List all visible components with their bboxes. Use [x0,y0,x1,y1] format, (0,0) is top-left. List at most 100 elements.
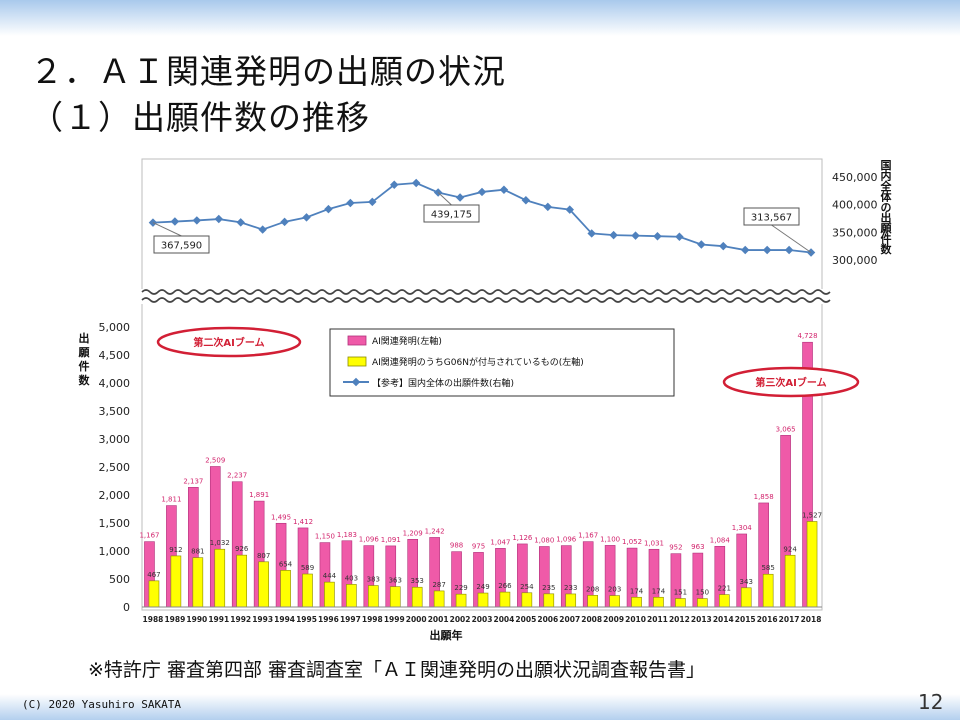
x-tick-label: 1999 [384,615,405,624]
x-tick-label: 2006 [537,615,558,624]
line-point [477,187,487,197]
annotation-text: 439,175 [431,210,472,221]
legend-line-marker [351,377,361,387]
y-tick-label: 0 [123,601,130,614]
bar-g06n [499,591,511,608]
legend-swatch-g06n [347,356,367,367]
bar-g06n-value-label: 174 [630,587,644,595]
y-right-axis-title-char: 全 [880,179,893,193]
bar-g06n-value-label: 1,527 [802,511,822,519]
bar-g06n [302,573,313,608]
annotation-box [153,235,210,254]
bar-ai-value-label: 1,084 [710,536,731,544]
bar-ai-value-label: 952 [669,544,682,552]
bar-ai-value-label: 988 [450,542,463,550]
annotation-leader [437,192,452,206]
bar-ai-value-label: 2,137 [183,477,203,485]
bar-ai-value-label: 1,150 [315,533,335,541]
bar-g06n-value-label: 654 [279,560,293,568]
x-tick-label: 2000 [406,615,427,624]
bar-g06n [368,585,379,608]
bar-ai-value-label: 1,412 [293,518,313,526]
bar-ai-value-label: 1,100 [600,535,620,543]
axis-ticks: 0 500 1,000 1,500 2,000 2,500 3,000 3,500 4,000 4… [79,159,893,624]
bottom-gradient-band [0,694,960,720]
bar-g06n-value-label: 229 [454,584,467,592]
callout-second-boom: 第二次AIブーム [156,326,302,358]
y-axis-title-char: 願 [79,346,91,359]
y-right-tick-label: 300,000 [832,254,878,267]
bar-g06n [587,595,598,608]
annotation-text: 313,567 [751,213,792,224]
line-point [368,197,377,207]
bar-ai-value-label: 1,047 [490,538,510,546]
bar-g06n-value-label: 151 [674,589,687,597]
x-tick-label: 2004 [493,615,514,624]
bar-g06n [346,584,357,608]
patent-application-chart: 1,167 467 1,811 912 2,137 881 2,509 1,032 2,237 9… [79,158,893,642]
x-tick-label: 1990 [186,615,207,624]
x-tick-label: 1989 [164,615,185,624]
third-boom-ellipse [722,366,860,398]
x-tick-label: 1995 [296,615,317,624]
line-point [346,198,355,208]
source-note: ※特許庁 審査第四部 審査調査室「ＡＩ関連発明の出願状況調査報告書」 [88,659,706,681]
bar-g06n [740,587,752,608]
line-point [192,216,202,225]
x-tick-label: 2003 [472,615,493,624]
y-right-tick-label: 400,000 [832,199,878,212]
x-axis-title: 出願年 [430,628,463,642]
break-wave-bottom [141,297,831,303]
bar-g06n [631,596,642,608]
bar-g06n [806,521,818,608]
line-series: 367,590 439,175 313,567 [148,178,816,257]
y-right-axis-title-char: 国 [881,159,892,172]
bar-g06n [718,594,730,608]
bar-g06n [148,580,160,608]
bar-g06n-value-label: 924 [783,545,797,553]
bar-ai-value-label: 1,096 [556,536,577,544]
line-point [499,185,509,194]
x-tick-label: 1996 [318,615,339,624]
bar-g06n [192,557,204,608]
upper-plot-frame [141,158,823,294]
bar-g06n-value-label: 403 [345,574,358,582]
annotation-text: 367,590 [161,241,202,252]
x-tick-label: 1994 [274,615,295,624]
bar-g06n [521,592,533,608]
line-point [258,225,267,234]
bar-g06n-value-label: 926 [235,545,249,553]
y-tick-label: 3,500 [99,405,131,418]
bar-g06n [324,581,335,608]
bar-g06n [236,554,248,608]
y-right-axis-title-char: 出 [881,211,892,225]
y-right-axis-title-char: 内 [881,169,892,183]
bar-g06n-value-label: 203 [608,586,621,594]
bar-g06n-value-label: 150 [696,589,709,597]
bar-ai-value-label: 1,167 [139,532,159,540]
bar-g06n-value-label: 585 [761,564,774,572]
y-tick-label: 5,000 [99,321,131,334]
bar-g06n-value-label: 363 [389,577,402,585]
bar-g06n [280,570,291,608]
callout-third-boom: 第三次AIブーム [722,366,860,398]
x-tick-label: 1997 [340,615,361,624]
top-gradient-band [0,0,960,36]
y-tick-label: 4,000 [99,377,131,390]
page-number: 12 [918,690,944,714]
bar-g06n-value-label: 174 [652,587,666,595]
bar-g06n-value-label: 1,032 [210,539,230,547]
bar-ai-value-label: 2,237 [227,472,247,480]
bar-g06n-value-label: 208 [586,585,599,593]
y-axis-title-char: 件 [79,359,90,373]
y-right-tick-label: 350,000 [832,226,878,239]
y-tick-label: 2,000 [99,489,131,502]
third-boom-label: 第三次AIブーム [755,376,826,389]
x-tick-label: 2005 [515,615,536,624]
bar-g06n-value-label: 235 [542,584,555,592]
bar-g06n-value-label: 221 [718,585,731,593]
x-tick-label: 2011 [647,615,668,624]
bar-g06n-value-label: 807 [257,552,270,560]
x-tick-label: 2010 [625,615,646,624]
bar-ai-value-label: 1,052 [622,538,642,546]
